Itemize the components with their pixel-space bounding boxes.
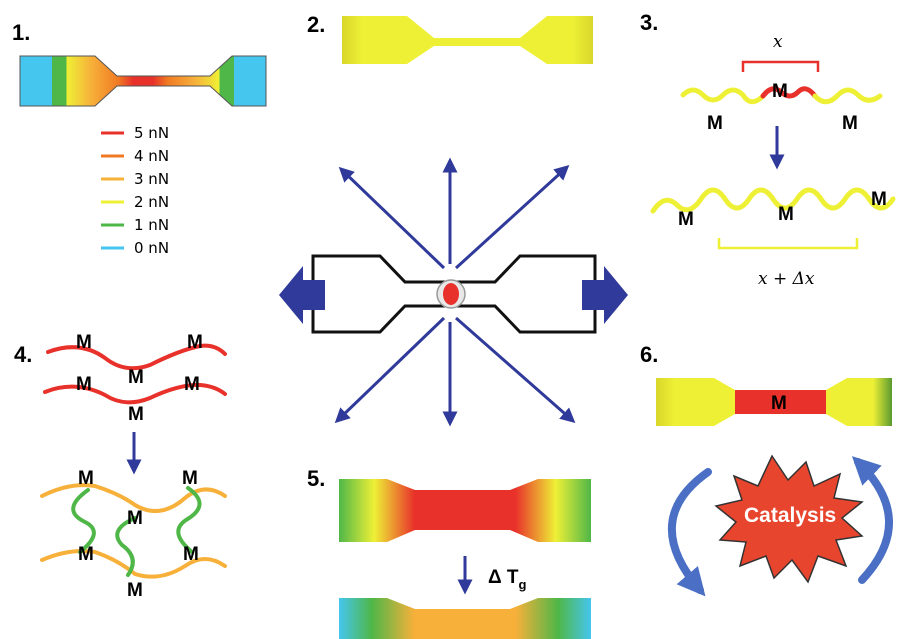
polymer-chain-strained	[680, 87, 766, 105]
mechanophore-label: M	[678, 209, 694, 230]
panel-1-number: 1.	[12, 20, 30, 45]
panel-1-dogbone	[19, 55, 267, 107]
radial-stretch-arrows	[334, 157, 576, 427]
panel-5-dogbone-hot	[339, 479, 591, 542]
mechanophore-label: M	[76, 332, 92, 353]
legend-label-5nN: 5 nN	[134, 124, 169, 142]
panel-2-dogbone	[342, 16, 593, 64]
panel-5-dogbone-cooled	[339, 598, 591, 639]
center-mechanophore-dot	[436, 279, 466, 309]
arrow-nw	[338, 166, 446, 270]
mechanophore-label: M	[128, 367, 144, 388]
mechanophore-label: M	[78, 468, 94, 489]
legend-label-3nN: 3 nN	[134, 170, 169, 188]
mechanophore-label: M	[772, 81, 788, 102]
mechanophore-label: M	[76, 374, 92, 395]
delta-tg-label: Δ Tg	[488, 567, 527, 592]
mechanophore-label: M	[184, 374, 200, 395]
polymer-chain-strained-right	[812, 87, 883, 105]
bottom-length-label: x + Δx	[758, 269, 815, 289]
polymer-chain-strained-red	[760, 86, 818, 99]
legend-label-4nN: 4 nN	[134, 147, 169, 165]
arrow-ne	[454, 164, 570, 270]
crosslink-left	[71, 488, 96, 554]
left-pull-arrow	[279, 266, 325, 324]
panel-5-number: 5.	[307, 466, 325, 491]
active-segment	[735, 390, 826, 414]
mechanophore-label: M	[182, 468, 198, 489]
cycle-arrow-right	[851, 456, 893, 584]
arrow-sw	[334, 316, 446, 424]
legend-label-1nN: 1 nN	[134, 216, 169, 234]
top-length-label: x	[773, 32, 783, 52]
red-chain-bottom	[43, 382, 227, 405]
mechanophore-label: M	[707, 113, 723, 134]
mechanophore-label: M	[187, 332, 203, 353]
panel-6-number: 6.	[640, 342, 658, 367]
legend-label-2nN: 2 nN	[134, 193, 169, 211]
arrow-se	[455, 316, 576, 423]
mechanophore-label: M	[78, 544, 94, 565]
catalysis-burst	[714, 454, 864, 584]
mechanophore-label: M	[127, 508, 143, 529]
panel-3-number: 3.	[640, 10, 658, 35]
bottom-length-bracket	[717, 238, 859, 250]
mechanophore-label: M	[127, 580, 143, 601]
mechanophore-label: M	[183, 544, 199, 565]
crosslink-right	[176, 486, 202, 554]
mechanophore-label: M	[842, 113, 858, 134]
force-legend: 5 nN 4 nN 3 nN 2 nN 1 nN 0 nN	[101, 124, 169, 257]
legend-label-0nN: 0 nN	[134, 239, 169, 257]
mechanophore-label: M	[128, 404, 144, 425]
catalysis-label: Catalysis	[744, 504, 836, 527]
orange-chain-top	[40, 483, 227, 514]
cycle-arrow-left	[667, 468, 712, 597]
polymer-chain-relaxed	[650, 187, 896, 214]
mechanophore-label: M	[871, 189, 887, 210]
top-length-bracket	[741, 60, 820, 72]
red-chain-top	[46, 343, 227, 371]
right-pull-arrow	[582, 266, 628, 324]
panel-4-number: 4.	[14, 342, 32, 367]
mechanophore-label: M	[778, 204, 794, 225]
panel-2-number: 2.	[307, 12, 325, 37]
mechanophore-label: M	[771, 393, 787, 414]
crosslink-middle	[115, 516, 137, 577]
